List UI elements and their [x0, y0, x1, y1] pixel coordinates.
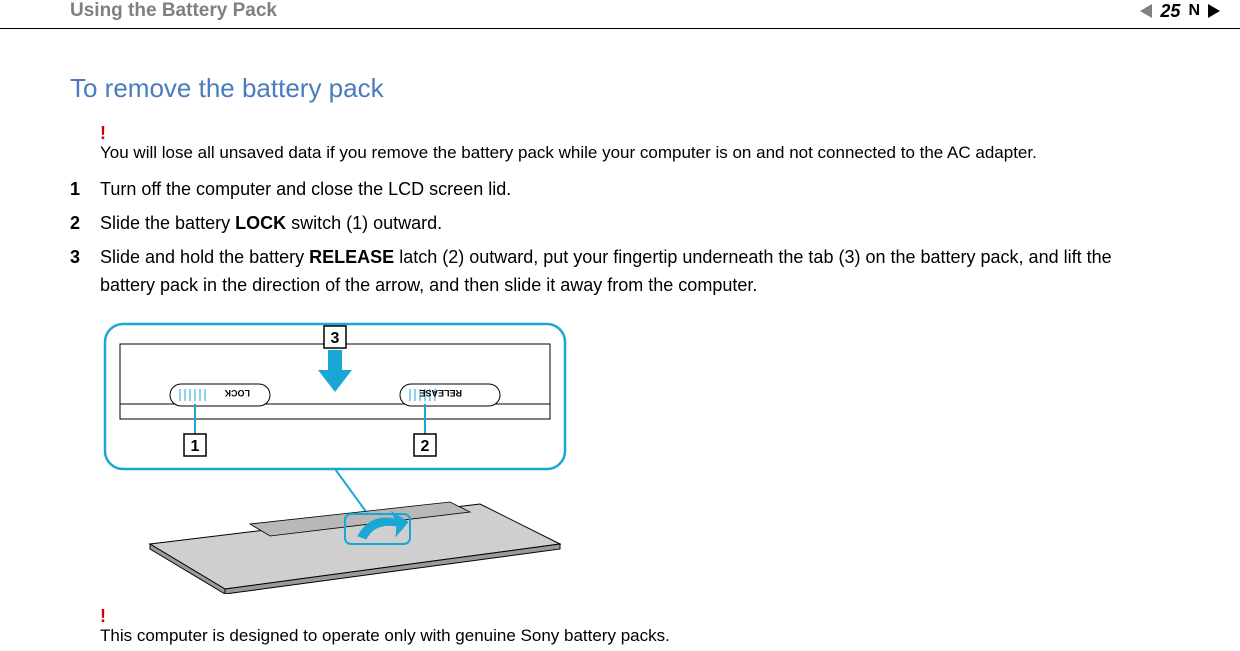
callout-1: 1 [191, 438, 200, 455]
prev-page-arrow-icon[interactable] [1140, 4, 1152, 18]
warning-mark-icon: ! [100, 607, 1170, 625]
warning-top-text: You will lose all unsaved data if you re… [100, 142, 1170, 164]
step-item: 1 Turn off the computer and close the LC… [70, 176, 1170, 204]
step-pre: Turn off the computer and close the LCD … [100, 179, 511, 199]
figure: LOCK RELEASE 3 1 2 [100, 314, 1170, 599]
warning-bottom: ! This computer is designed to operate o… [100, 607, 1170, 647]
step-body: Slide and hold the battery RELEASE latch… [100, 244, 1170, 300]
page-header: Using the Battery Pack 25 N [0, 0, 1240, 29]
step-item: 3 Slide and hold the battery RELEASE lat… [70, 244, 1170, 300]
step-number: 1 [70, 176, 100, 204]
step-pre: Slide and hold the battery [100, 247, 309, 267]
warning-bottom-text: This computer is designed to operate onl… [100, 625, 1170, 647]
callout-2: 2 [421, 438, 430, 455]
steps-list: 1 Turn off the computer and close the LC… [70, 176, 1170, 300]
step-bold: LOCK [235, 213, 286, 233]
header-title: Using the Battery Pack [70, 0, 277, 22]
warning-mark-icon: ! [100, 124, 1170, 142]
section-title: To remove the battery pack [70, 73, 1170, 104]
header-nav: 25 N [1140, 1, 1220, 22]
release-label: RELEASE [419, 388, 462, 398]
page-number: 25 [1160, 1, 1180, 22]
lock-label: LOCK [224, 388, 250, 398]
n-mark: N [1188, 2, 1200, 20]
step-number: 2 [70, 210, 100, 238]
page-content: To remove the battery pack ! You will lo… [0, 29, 1240, 647]
step-body: Slide the battery LOCK switch (1) outwar… [100, 210, 1170, 238]
step-body: Turn off the computer and close the LCD … [100, 176, 1170, 204]
callout-3: 3 [331, 330, 340, 347]
step-pre: Slide the battery [100, 213, 235, 233]
warning-top: ! You will lose all unsaved data if you … [100, 124, 1170, 164]
battery-diagram-icon: LOCK RELEASE 3 1 2 [100, 314, 590, 594]
step-post: switch (1) outward. [286, 213, 442, 233]
step-bold: RELEASE [309, 247, 394, 267]
step-number: 3 [70, 244, 100, 300]
step-item: 2 Slide the battery LOCK switch (1) outw… [70, 210, 1170, 238]
next-page-arrow-icon[interactable] [1208, 4, 1220, 18]
laptop-drawing [150, 502, 560, 594]
